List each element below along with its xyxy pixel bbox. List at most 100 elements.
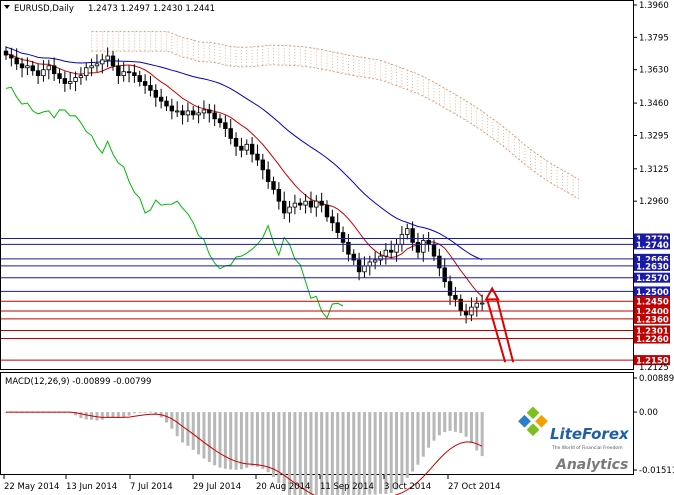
price-tick-label: 1.3795	[639, 33, 669, 43]
time-axis: 22 May 2014 13 Jun 2014 7 Jul 2014 29 Jul 2…	[3, 475, 501, 492]
macd-bar	[234, 412, 238, 470]
macd-bar	[207, 412, 211, 463]
candle-bear	[217, 118, 223, 124]
candle-bear	[169, 105, 175, 112]
candle-bear	[249, 143, 255, 155]
forecast-arrow-line	[496, 299, 515, 363]
chikou-line	[5, 86, 344, 320]
candle-bear	[233, 138, 239, 147]
macd-bar	[245, 412, 249, 468]
macd-bar	[373, 412, 377, 495]
macd-bar	[181, 412, 185, 443]
price-tick-label: 1.3630	[639, 66, 669, 76]
macd-bar	[469, 412, 473, 443]
macd-bar	[84, 412, 88, 420]
level-price-label: 1.2570	[636, 274, 669, 284]
macd-indicator	[4, 411, 484, 495]
price-tick-label: 1.3125	[639, 165, 669, 175]
macd-bar	[255, 412, 259, 467]
candle-bear	[319, 200, 324, 206]
macd-bar	[261, 412, 265, 469]
candle-bear	[228, 128, 233, 139]
price-tick-label: 1.3960	[639, 1, 669, 11]
candle-bear	[148, 85, 153, 91]
level-price-badge	[634, 325, 670, 336]
candle-bull	[372, 259, 378, 263]
forecast-arrow-head	[484, 286, 500, 301]
macd-bar	[132, 412, 136, 414]
candle-bear	[330, 216, 335, 224]
macd-bar	[272, 412, 275, 478]
macd-bar	[400, 412, 404, 485]
macd-bar	[448, 412, 452, 431]
macd-bar	[346, 412, 350, 495]
candle-bear	[255, 153, 260, 161]
macd-bar	[202, 412, 206, 459]
candle-bull	[383, 249, 389, 257]
macd-bar	[352, 412, 356, 495]
macd-bar	[148, 411, 152, 413]
macd-bar	[223, 412, 227, 469]
macd-bar	[250, 412, 254, 467]
candle-bear	[463, 310, 469, 316]
candle-bear	[126, 71, 132, 74]
candle-bear	[164, 100, 169, 107]
candle-bear	[388, 249, 394, 253]
candle-bear	[30, 65, 35, 72]
forecast-arrow	[484, 286, 515, 363]
candle-bear	[442, 267, 447, 283]
macd-bar	[293, 412, 297, 495]
symbol-timeframe: EURUSD,Daily	[14, 4, 74, 14]
candle-bull	[405, 228, 410, 235]
macd-bar	[453, 412, 457, 432]
time-tick-label: 11 Sep 2014	[320, 482, 374, 492]
candle-bear	[340, 232, 346, 243]
price-pane[interactable]	[0, 0, 634, 370]
candle-bear	[431, 243, 437, 257]
logo-tagline: The World of Financial Freedom	[551, 445, 623, 451]
level-price-label: 1.2740	[636, 241, 669, 251]
macd-bar	[138, 412, 142, 413]
candle-bull	[25, 65, 30, 69]
macd-bar	[427, 412, 431, 448]
level-price-badge	[634, 260, 670, 271]
level-price-label: 1.2450	[636, 298, 669, 308]
candle-bear	[271, 181, 276, 190]
candle-bear	[426, 240, 431, 245]
candle-bull	[201, 109, 207, 114]
candle-bull	[105, 55, 110, 61]
candle-bull	[121, 71, 126, 77]
candle-bear	[351, 253, 356, 261]
candle-bear	[335, 222, 340, 233]
support-resistance-levels: 1.27701.27401.26661.26301.25701.25001.24…	[1, 233, 670, 367]
candlestick-series	[3, 46, 485, 324]
candle-bear	[453, 294, 458, 300]
macd-bar	[266, 412, 270, 473]
time-tick-label: 13 Jun 2014	[66, 482, 117, 492]
candle-bull	[421, 240, 426, 253]
candle-bear	[346, 241, 351, 255]
macd-bar	[106, 412, 110, 418]
macd-bar	[357, 412, 361, 495]
macd-bar	[79, 412, 83, 419]
macd-bar	[314, 412, 318, 495]
macd-bar	[116, 412, 120, 419]
candle-bull	[378, 255, 383, 261]
time-tick-label: 29 Jul 2014	[193, 482, 241, 492]
macd-bar	[330, 412, 334, 495]
macd-label: MACD(12,26,9) -0.00899 -0.00799	[5, 377, 151, 387]
macd-bar	[213, 412, 217, 466]
candle-bull	[362, 265, 367, 273]
candle-bear	[324, 204, 330, 218]
senkou-span-b	[91, 50, 579, 200]
level-price-badge	[634, 296, 670, 307]
macd-bar	[218, 412, 222, 468]
candle-bear	[298, 202, 303, 206]
chevron-down-icon[interactable]	[4, 5, 10, 9]
macd-bar	[443, 412, 447, 433]
time-tick-label: 27 Oct 2014	[448, 482, 501, 492]
macd-bar	[298, 412, 302, 495]
candle-bear	[437, 255, 442, 269]
macd-tick-label: 0.00	[639, 408, 658, 418]
